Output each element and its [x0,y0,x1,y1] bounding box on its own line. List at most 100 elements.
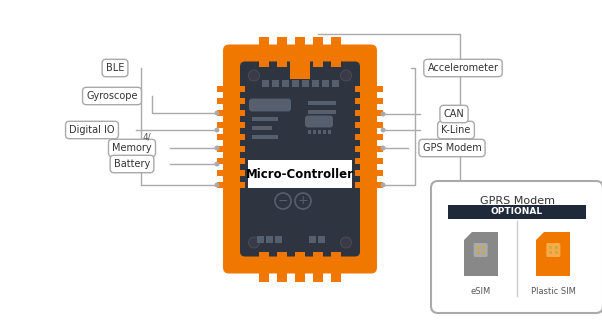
Bar [252,117,278,121]
Bar [312,79,319,87]
Text: BLE: BLE [106,63,124,73]
Bar [448,205,586,219]
FancyBboxPatch shape [249,98,291,111]
Circle shape [214,161,220,167]
Bar [313,251,323,282]
Circle shape [341,237,352,248]
Text: −: − [278,194,288,207]
Bar [217,158,245,164]
Bar [331,37,341,66]
Bar [355,170,383,176]
Bar [550,246,553,249]
Circle shape [380,128,385,133]
Bar [295,37,305,66]
Circle shape [380,145,385,151]
Text: eSIM: eSIM [471,287,491,296]
Bar [355,110,383,116]
Bar [252,134,278,138]
Bar [482,246,485,249]
Bar [355,122,383,128]
Circle shape [214,145,220,151]
Bar [355,182,383,188]
Bar [555,250,558,253]
Bar [217,86,245,92]
Text: Memory: Memory [112,143,152,153]
Bar [555,246,558,249]
Bar [309,236,316,242]
Bar [328,130,331,133]
Bar [477,246,480,249]
FancyBboxPatch shape [547,243,560,257]
Bar [262,79,269,87]
Bar [217,170,245,176]
Bar [259,251,269,282]
Bar [332,79,339,87]
Bar [308,100,336,105]
Polygon shape [464,232,498,276]
FancyBboxPatch shape [223,44,377,273]
Text: Digital IO: Digital IO [69,125,115,135]
Bar [308,110,336,113]
Circle shape [249,70,259,81]
FancyBboxPatch shape [305,115,333,128]
Bar [266,236,273,242]
Bar [252,125,272,130]
Bar [295,251,305,282]
Text: 4/: 4/ [143,133,151,142]
Bar [277,251,287,282]
Bar [323,130,326,133]
Text: GPRS Modem: GPRS Modem [480,196,554,206]
Bar [550,250,553,253]
Text: K-Line: K-Line [441,125,471,135]
Bar [355,134,383,140]
FancyBboxPatch shape [431,181,602,313]
Circle shape [214,110,220,115]
Text: CAN: CAN [444,109,464,119]
Bar [322,79,329,87]
Bar [275,236,282,242]
Circle shape [214,128,220,133]
Bar [217,182,245,188]
Bar [318,236,325,242]
Bar [313,37,323,66]
Bar [318,130,321,133]
Circle shape [214,182,220,188]
Text: GPS Modem: GPS Modem [423,143,482,153]
Circle shape [380,182,385,188]
Circle shape [249,237,259,248]
Bar [355,86,383,92]
Bar [302,79,309,87]
Circle shape [341,70,352,81]
Bar [355,98,383,104]
Bar [217,146,245,152]
Bar [282,79,289,87]
Text: Plastic SIM: Plastic SIM [531,287,576,296]
Text: Accelerometer: Accelerometer [427,63,498,73]
Text: Battery: Battery [114,159,150,169]
FancyBboxPatch shape [474,243,488,257]
Bar [482,250,485,253]
Text: +: + [297,194,308,207]
Text: OPTIONAL: OPTIONAL [491,207,543,216]
Bar [331,251,341,282]
Circle shape [380,111,385,117]
Bar [355,146,383,152]
Bar [477,250,480,253]
Bar [355,158,383,164]
Bar [292,79,299,87]
Bar [257,236,264,242]
Bar [248,160,352,188]
Bar [313,130,316,133]
Bar [217,98,245,104]
Bar [308,130,311,133]
Polygon shape [536,232,570,276]
Bar [277,37,287,66]
Text: Gyroscope: Gyroscope [86,91,138,101]
Bar [259,37,269,66]
Bar [272,79,279,87]
Text: Micro-Controller: Micro-Controller [246,168,354,180]
Bar [217,110,245,116]
Bar [290,51,310,78]
Bar [217,134,245,140]
Bar [217,122,245,128]
